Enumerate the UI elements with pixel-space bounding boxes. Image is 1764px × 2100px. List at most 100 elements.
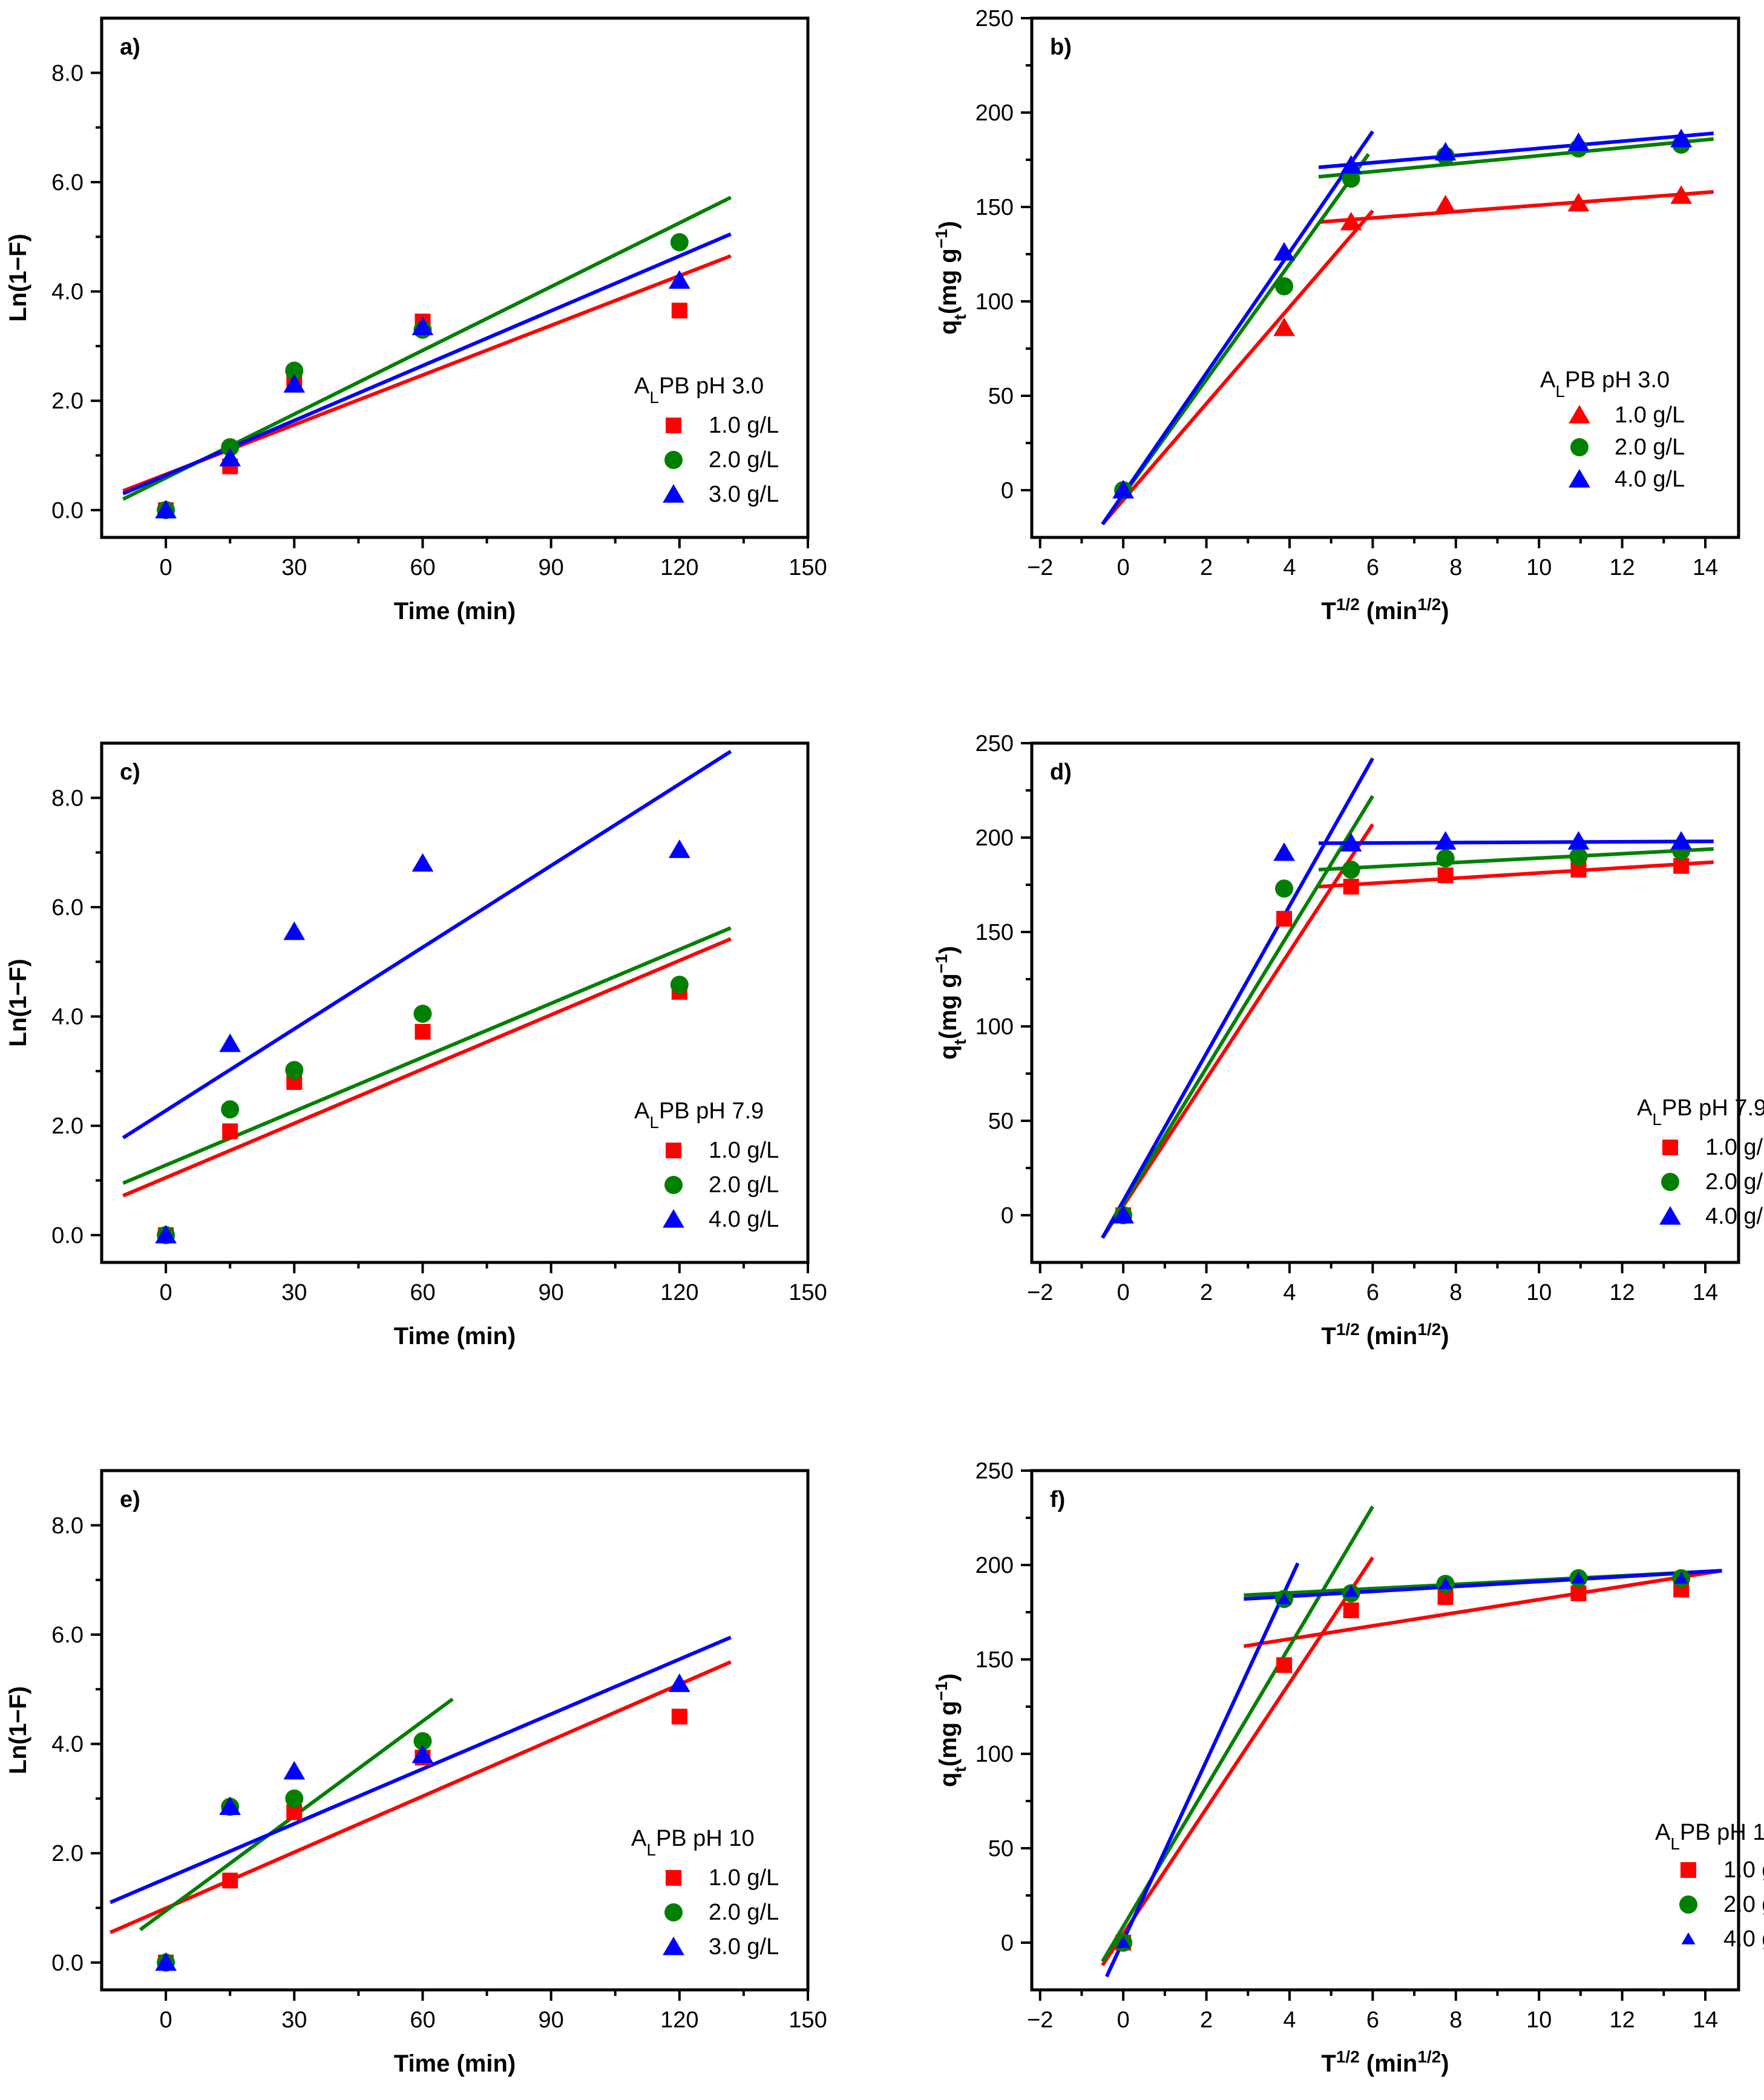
legend-marker xyxy=(1662,1140,1678,1155)
legend-label: 1.0 g/L xyxy=(709,1138,779,1163)
data-point xyxy=(1112,1205,1135,1224)
fit-line xyxy=(1318,190,1714,224)
data-point xyxy=(1434,142,1457,161)
data-point xyxy=(671,303,687,319)
panel-label: e) xyxy=(120,1487,140,1512)
y-tick-label: 8.0 xyxy=(51,1513,84,1538)
x-tick-label: 10 xyxy=(1526,1280,1552,1305)
data-point xyxy=(1340,211,1362,231)
data-point xyxy=(411,1744,434,1764)
data-point xyxy=(1277,1592,1291,1604)
legend-label: 1.0 g/L xyxy=(709,1865,779,1891)
legend-marker xyxy=(1659,1206,1681,1225)
legend-label: 4.0 g/L xyxy=(1705,1204,1764,1229)
legend-marker xyxy=(1569,405,1590,424)
chart-panel-b: −2 0 2 4 6 8 10 12 14 0 50 100 150 200 250 T1/2 (min1/2… xyxy=(932,6,1740,625)
data-point xyxy=(668,1673,690,1692)
data-point xyxy=(668,839,690,858)
fit-line xyxy=(1101,1505,1374,1963)
plot-frame xyxy=(100,741,810,1264)
legend-marker xyxy=(664,451,683,469)
data-point xyxy=(1343,879,1359,895)
x-tick-label: 2 xyxy=(1200,1280,1213,1305)
data-point xyxy=(668,270,690,289)
fit-line xyxy=(122,926,732,1185)
data-point xyxy=(155,499,177,519)
legend-label: 4.0 g/L xyxy=(1723,1926,1764,1952)
y-tick-label: 150 xyxy=(975,1647,1014,1673)
y-tick-label: 0.0 xyxy=(51,1223,84,1249)
y-tick-label: 4.0 xyxy=(51,1732,84,1757)
fit-line xyxy=(1243,1569,1722,1649)
y-tick-label: 2.0 xyxy=(51,1841,84,1866)
legend-label: 1.0 g/L xyxy=(1723,1857,1764,1883)
x-axis-label: T1/2 (min1/2) xyxy=(1321,1320,1449,1350)
chart-panel-e: 0 30 60 90 120 150 0.0 2.0 4.0 6.0 8.0 Time (min) Ln… xyxy=(5,1469,827,2077)
fit-line xyxy=(1104,1562,1300,1978)
y-tick-label: 250 xyxy=(975,731,1014,756)
data-point xyxy=(1567,132,1590,151)
data-point xyxy=(1112,480,1135,499)
legend-label: 2.0 g/L xyxy=(709,447,779,473)
x-axis-label: Time (min) xyxy=(394,1323,516,1350)
data-point xyxy=(285,1061,304,1080)
data-point xyxy=(1569,847,1588,866)
legend-marker xyxy=(663,1209,684,1228)
y-axis-label: Ln(1−F) xyxy=(5,1686,31,1774)
legend-marker xyxy=(1570,438,1589,456)
legend-label: 1.0 g/L xyxy=(709,413,779,438)
y-axis-label: Ln(1−F) xyxy=(5,959,31,1047)
legend-marker xyxy=(1569,469,1590,488)
legend-title: ALPB pH 3.0 xyxy=(634,373,764,407)
x-tick-label: 6 xyxy=(1366,555,1379,580)
legend-label: 2.0 g/L xyxy=(709,1172,779,1198)
data-point xyxy=(1438,1577,1453,1589)
legend-title: ALPB pH 3.0 xyxy=(1540,367,1670,401)
x-tick-label: 0 xyxy=(160,1280,172,1305)
data-point xyxy=(1340,833,1362,851)
plot-frame xyxy=(1030,741,1740,1264)
data-point xyxy=(670,233,689,252)
y-tick-label: 0.0 xyxy=(51,498,84,523)
x-tick-label: −2 xyxy=(1027,1280,1053,1305)
y-tick-label: 50 xyxy=(988,384,1014,409)
y-tick-label: 200 xyxy=(975,1553,1014,1578)
y-tick-label: 100 xyxy=(975,1014,1014,1040)
x-tick-label: 90 xyxy=(538,555,563,580)
data-point xyxy=(413,1005,432,1023)
fit-line xyxy=(1244,1569,1722,1601)
legend-marker xyxy=(663,1937,684,1955)
data-point xyxy=(1437,867,1454,884)
y-tick-label: 0 xyxy=(1001,1931,1014,1956)
panel-label: f) xyxy=(1050,1487,1065,1512)
chart-panel-d: −2 0 2 4 6 8 10 12 14 0 50 100 150 200 250 T1/2 (min1/2… xyxy=(932,731,1764,1350)
data-point xyxy=(221,1100,240,1119)
data-point xyxy=(1342,169,1360,188)
fit-line xyxy=(1318,860,1714,889)
legend-label: 2.0 g/L xyxy=(1615,435,1685,460)
y-axis-label: Ln(1−F) xyxy=(5,234,31,322)
data-point xyxy=(413,1732,432,1751)
data-point xyxy=(1567,831,1590,850)
x-tick-label: 90 xyxy=(538,2007,563,2033)
x-tick-label: 4 xyxy=(1283,555,1296,580)
x-tick-label: 0 xyxy=(160,555,172,580)
data-point xyxy=(1343,1602,1359,1618)
y-tick-label: 100 xyxy=(975,289,1014,315)
fit-line xyxy=(122,937,732,1198)
fit-line xyxy=(1101,795,1374,1239)
data-point xyxy=(283,1760,306,1780)
fit-line xyxy=(1101,823,1374,1239)
x-axis-label: Time (min) xyxy=(394,598,516,625)
y-tick-label: 2.0 xyxy=(51,389,84,414)
x-tick-label: 30 xyxy=(281,1280,307,1305)
legend-label: 3.0 g/L xyxy=(709,482,779,507)
data-point xyxy=(221,438,240,456)
data-point xyxy=(283,921,306,940)
data-point xyxy=(1570,1585,1587,1601)
data-point xyxy=(155,1952,177,1971)
panel-label: d) xyxy=(1050,760,1072,785)
fit-line xyxy=(109,1635,732,1905)
legend-label: 1.0 g/L xyxy=(1705,1135,1764,1160)
x-tick-label: 0 xyxy=(160,2007,172,2033)
